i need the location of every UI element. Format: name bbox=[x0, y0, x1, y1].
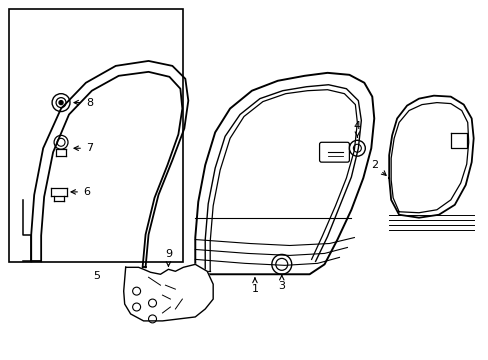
Text: 1: 1 bbox=[251, 278, 258, 294]
Text: 7: 7 bbox=[74, 143, 93, 153]
Circle shape bbox=[59, 100, 63, 105]
Text: 3: 3 bbox=[278, 275, 285, 291]
FancyBboxPatch shape bbox=[319, 142, 349, 162]
Text: 5: 5 bbox=[93, 271, 100, 281]
Polygon shape bbox=[123, 264, 213, 321]
Text: 2: 2 bbox=[370, 160, 386, 175]
Text: 9: 9 bbox=[164, 249, 172, 266]
Text: 6: 6 bbox=[71, 187, 90, 197]
Text: 8: 8 bbox=[74, 98, 93, 108]
Bar bbox=[9, 9, 183, 262]
Text: 4: 4 bbox=[353, 121, 360, 137]
